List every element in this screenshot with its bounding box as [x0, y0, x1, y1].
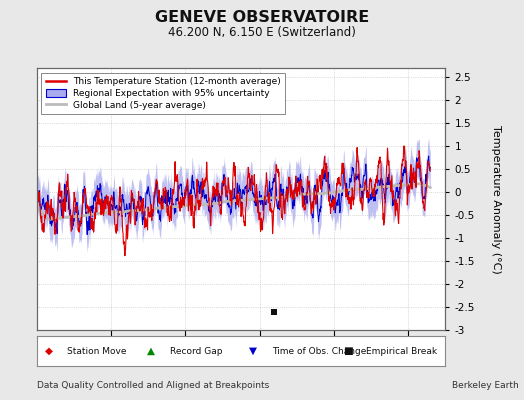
Text: Data Quality Controlled and Aligned at Breakpoints: Data Quality Controlled and Aligned at B… [37, 381, 269, 390]
Text: GENEVE OBSERVATOIRE: GENEVE OBSERVATOIRE [155, 10, 369, 25]
Text: 46.200 N, 6.150 E (Switzerland): 46.200 N, 6.150 E (Switzerland) [168, 26, 356, 39]
Y-axis label: Temperature Anomaly (°C): Temperature Anomaly (°C) [492, 125, 501, 273]
Text: ▲: ▲ [147, 346, 155, 356]
Text: Berkeley Earth: Berkeley Earth [452, 381, 519, 390]
Legend: This Temperature Station (12-month average), Regional Expectation with 95% uncer: This Temperature Station (12-month avera… [41, 72, 285, 114]
Text: ■: ■ [343, 346, 353, 356]
Text: Empirical Break: Empirical Break [366, 346, 437, 356]
Text: ◆: ◆ [45, 346, 53, 356]
Text: Station Move: Station Move [67, 346, 127, 356]
Text: ▼: ▼ [249, 346, 257, 356]
Text: Time of Obs. Change: Time of Obs. Change [272, 346, 366, 356]
Text: Record Gap: Record Gap [170, 346, 222, 356]
